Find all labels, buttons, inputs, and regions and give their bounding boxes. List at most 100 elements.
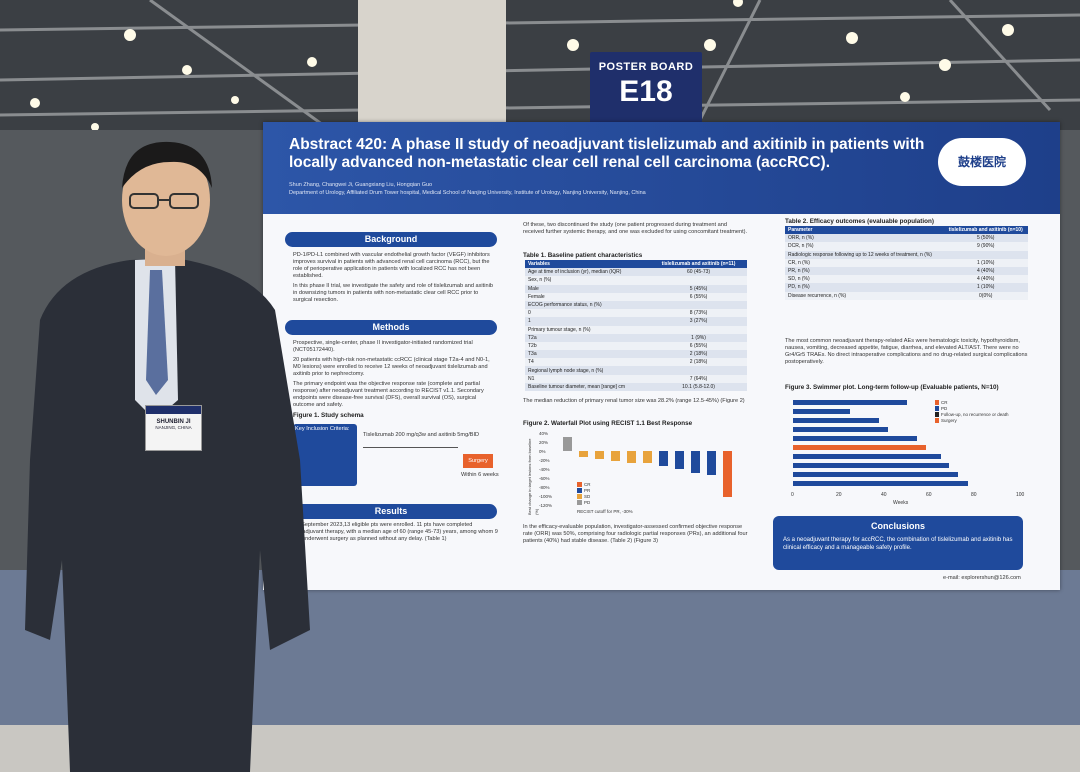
results-text: By September 2023,13 eligible pts were e…	[293, 522, 498, 542]
bar	[579, 451, 588, 457]
swim-bar	[793, 427, 888, 432]
table-cell: 1	[525, 317, 651, 326]
table-row: ORR, n (%) 5 (50%)	[785, 234, 1028, 243]
table-row: N1 7 (64%)	[525, 374, 747, 383]
table: Parameter tislelizumab and axitinib (n=10…	[785, 226, 1028, 300]
sign-label: POSTER BOARD	[598, 61, 694, 73]
legend-entry: PR	[577, 488, 590, 493]
table-cell: SD, n (%)	[785, 275, 944, 284]
hair	[122, 141, 212, 188]
table-row: Radiologic response following up to 12 w…	[785, 250, 1028, 259]
section-heading: Background	[285, 232, 497, 247]
legend-entry: Surgery	[935, 418, 957, 423]
bar	[627, 451, 636, 463]
table-cell: tislelizumab and axitinib (n=11)	[650, 260, 747, 269]
table-cell: T2b	[525, 341, 651, 351]
table-row: CR, n (%) 1 (10%)	[785, 258, 1028, 267]
table-row: T2b 6 (55%)	[525, 341, 747, 351]
table-cell: 2 (18%)	[650, 358, 747, 367]
table-cell: Parameter	[785, 226, 944, 235]
suit	[25, 258, 310, 772]
table-cell: CR, n (%)	[785, 258, 944, 267]
table-cell: 1 (9%)	[650, 333, 747, 342]
bullet-list: Prospective, single-center, phase II inv…	[293, 340, 493, 412]
section-heading: Methods	[285, 320, 497, 335]
table-cell: PD, n (%)	[785, 283, 944, 292]
y-tick-label: -100%	[539, 494, 553, 499]
swim-bar	[793, 409, 850, 414]
table-row: Parameter tislelizumab and axitinib (n=10…	[785, 226, 1028, 235]
table-row: Female 6 (55%)	[525, 292, 747, 301]
hospital-logo: 鼓楼医院	[938, 138, 1026, 186]
axis-label: Best change in target lesions from basel…	[527, 438, 539, 516]
swimmer-plot: 0 20 40 60 80 100 Weeks CR PD Follow-up, no recur…	[785, 394, 1030, 506]
bullet: Prospective, single-center, phase II inv…	[293, 340, 473, 353]
table-cell: 0(0%)	[943, 291, 1028, 300]
legend-entry: PD	[577, 500, 590, 505]
table-cell: 1 (10%)	[943, 258, 1028, 267]
swim-bar	[793, 472, 959, 477]
table-cell: 1 (10%)	[943, 283, 1028, 292]
table-cell: 0	[525, 309, 651, 318]
presenter	[25, 141, 310, 772]
ceiling-lights	[30, 0, 1014, 131]
table-cell	[650, 366, 747, 375]
email: e-mail: explorershun@126.com	[943, 575, 1021, 581]
table-row: Age at time of inclusion (yr), median (I…	[525, 268, 747, 277]
table-row: Primary tumour stage, n (%)	[525, 325, 747, 334]
ceiling-trusses	[0, 0, 1080, 132]
table-cell	[650, 276, 747, 285]
swim-bar	[793, 400, 907, 405]
table-cell: 60 (45-73)	[650, 268, 747, 277]
bullet-list: PD-1/PD-L1 combined with vascular endoth…	[293, 252, 493, 307]
table-title: Table 2. Efficacy outcomes (evaluable po…	[785, 218, 934, 225]
legend-entry: SD	[577, 494, 590, 499]
x-axis-label: Weeks	[893, 500, 909, 506]
figure-title: Figure 3. Swimmer plot. Long-term follow…	[785, 384, 999, 391]
poster: Abstract 420: A phase II study of neoadj…	[263, 122, 1060, 590]
table-cell	[650, 300, 747, 310]
x-tick-label: 60	[926, 492, 932, 498]
table-row: T3a 2 (18%)	[525, 350, 747, 359]
table-cell: Disease recurrence, n (%)	[785, 291, 944, 300]
section-heading: Conclusions	[870, 521, 925, 531]
conclusions-box: Conclusions As a neoadjuvant therapy for…	[773, 516, 1023, 570]
table-cell	[650, 325, 747, 334]
figure-title: Figure 2. Waterfall Plot using RECIST 1.…	[523, 420, 693, 427]
swim-bar	[793, 436, 917, 441]
table-title: Table 1. Baseline patient characteristic…	[523, 252, 643, 259]
table-row: T4 2 (18%)	[525, 358, 747, 367]
table-cell: N1	[525, 374, 651, 383]
table-cell: 8 (73%)	[650, 309, 747, 318]
table-cell: DCR, n (%)	[785, 242, 944, 251]
bullet: The primary endpoint was the objective r…	[293, 381, 484, 408]
table-row: Male 5 (45%)	[525, 284, 747, 293]
table-cell: Radiologic response following up to 12 w…	[785, 250, 944, 259]
table-cell: Age at time of inclusion (yr), median (I…	[525, 268, 651, 277]
poster-board-sign: POSTER BOARD E18	[590, 52, 702, 126]
section-heading: Results	[285, 504, 497, 519]
y-tick-label: 40%	[539, 431, 549, 436]
y-tick-label: -80%	[539, 485, 550, 490]
table-cell: 5 (45%)	[650, 284, 747, 293]
table-cell: 4 (40%)	[943, 275, 1028, 284]
table-cell: PR, n (%)	[785, 266, 944, 276]
table-cell: Male	[525, 284, 651, 293]
paragraph: The median reduction of primary renal tu…	[523, 398, 745, 404]
table-cell: 4 (40%)	[943, 266, 1028, 276]
table: Variables tislelizumab and axitinib (n=11…	[525, 260, 747, 391]
bar	[611, 451, 620, 461]
bar	[595, 451, 604, 459]
board-number: E18	[619, 75, 673, 108]
table-cell: ORR, n (%)	[785, 234, 944, 243]
table-cell: 7 (64%)	[650, 374, 747, 383]
swim-bar	[793, 418, 879, 423]
table-row: DCR, n (%) 9 (90%)	[785, 242, 1028, 251]
y-tick-label: -20%	[539, 458, 550, 463]
table-cell: Baseline tumour diameter, mean [range] c…	[525, 382, 651, 391]
bar	[675, 451, 684, 469]
table-row: T2a 1 (9%)	[525, 333, 747, 342]
legend-entry: Follow-up, no recurrence or death	[935, 412, 1009, 417]
